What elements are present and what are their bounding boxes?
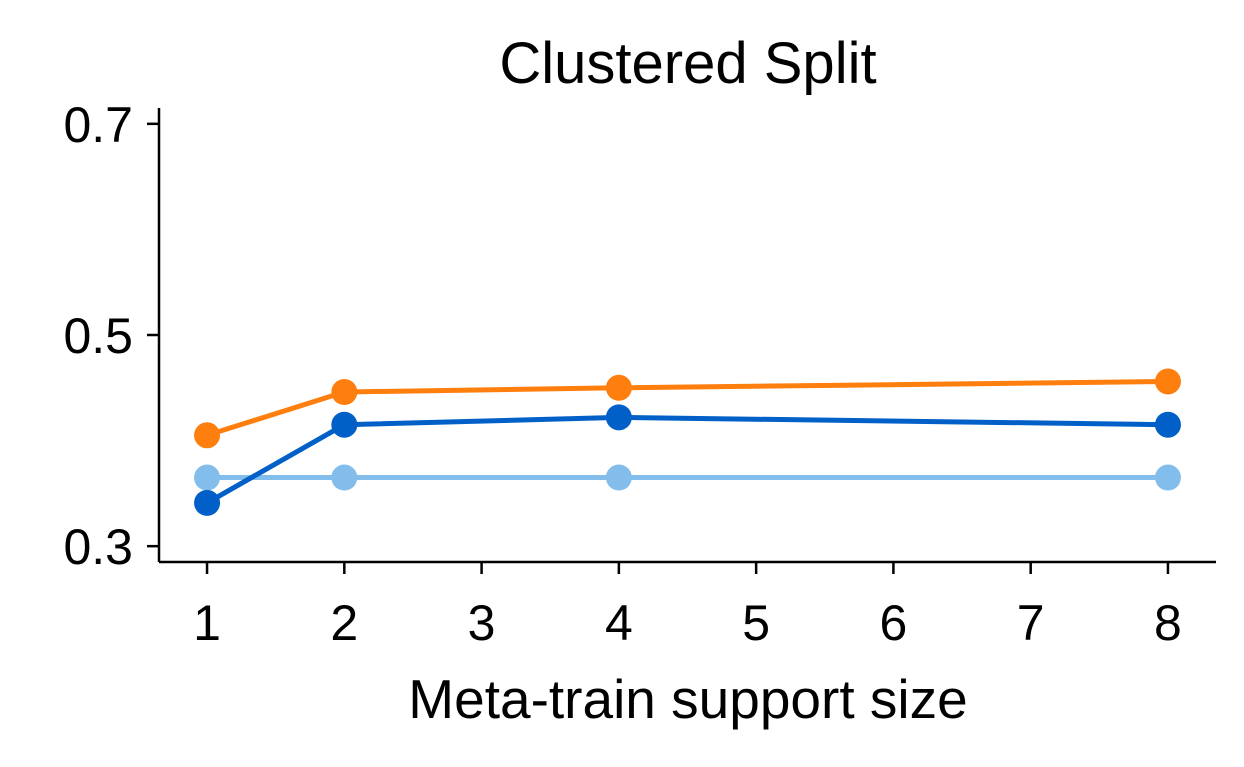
- x-tick-label: 4: [605, 595, 633, 651]
- series-1-point: [331, 379, 358, 406]
- series-2-line: [204, 414, 1171, 506]
- series-2-point: [331, 411, 358, 438]
- series-3-point: [331, 464, 358, 491]
- x-tick-label: 1: [193, 595, 221, 651]
- series-1-point: [194, 422, 221, 449]
- x-tick-label: 2: [330, 595, 358, 651]
- x-axis-label: Meta-train support size: [408, 668, 967, 730]
- series-1-point: [605, 374, 632, 401]
- y-tick-label: 0.3: [63, 519, 133, 575]
- x-tick-label: 8: [1154, 595, 1182, 651]
- series-1-line: [204, 379, 1171, 438]
- x-axis-ticks: 1 2 3 4 5 6 7 8: [193, 562, 1182, 651]
- series-2-point: [194, 489, 221, 516]
- data-series: [194, 368, 1181, 516]
- axes: [157, 108, 1216, 564]
- y-tick-label: 0.5: [63, 308, 133, 364]
- series-2-point: [1154, 411, 1181, 438]
- y-axis-ticks: 0.3 0.5 0.7: [63, 97, 159, 575]
- series-3-point: [194, 464, 221, 491]
- series-1: [194, 368, 1181, 449]
- series-3: [194, 464, 1181, 491]
- series-3-point: [1154, 464, 1181, 491]
- chart-title: Clustered Split: [499, 31, 876, 96]
- series-3-point: [605, 464, 632, 491]
- x-tick-label: 6: [880, 595, 908, 651]
- x-tick-label: 5: [742, 595, 770, 651]
- series-2-point: [605, 404, 632, 431]
- x-tick-label: 7: [1017, 595, 1045, 651]
- series-1-point: [1154, 368, 1181, 395]
- series-2: [194, 404, 1181, 516]
- x-tick-label: 3: [468, 595, 496, 651]
- y-tick-label: 0.7: [63, 97, 133, 153]
